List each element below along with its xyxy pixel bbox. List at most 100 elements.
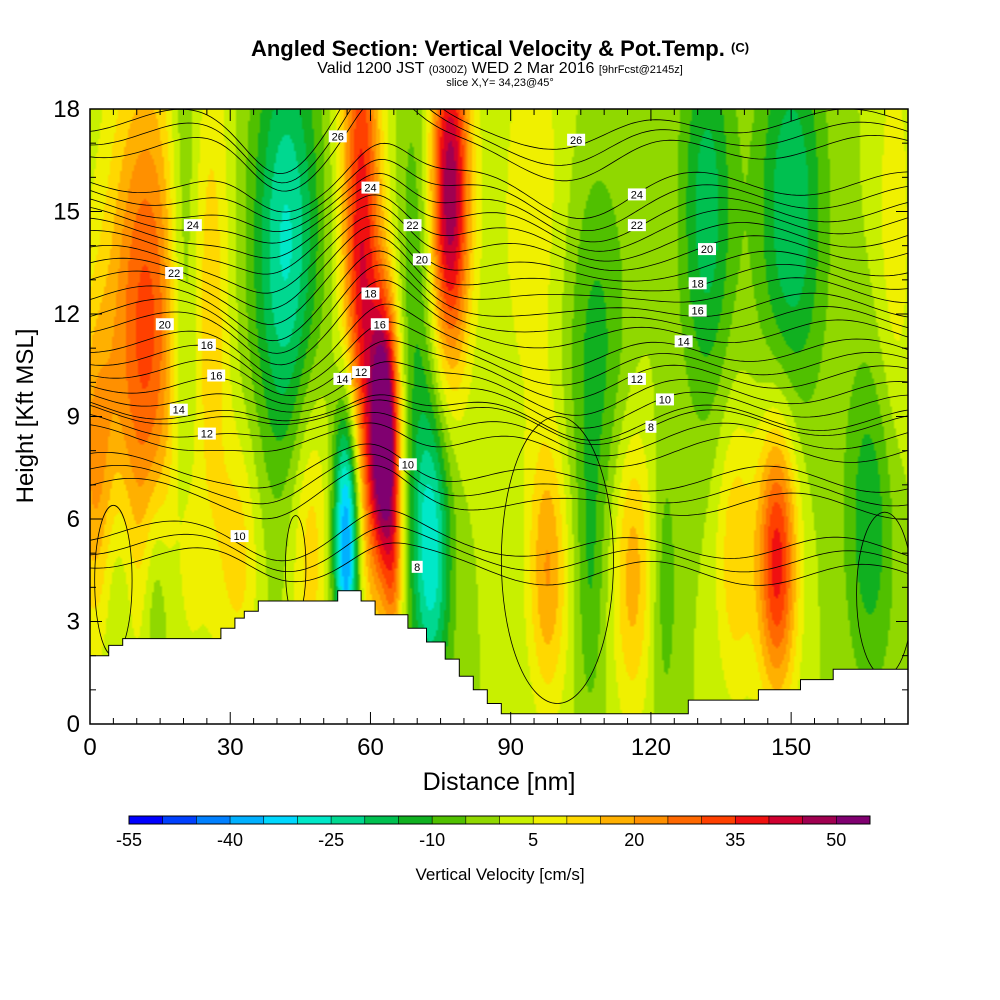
colorbar-swatch bbox=[263, 816, 298, 824]
title-tag: (C) bbox=[731, 40, 750, 55]
contour-label: 16 bbox=[210, 371, 222, 383]
valid-utc: (0300Z) bbox=[428, 64, 468, 76]
contour-label-bg bbox=[674, 335, 693, 348]
contour-label-bg bbox=[370, 318, 389, 331]
isentrope-line bbox=[90, 361, 908, 416]
contour-label-bg bbox=[207, 369, 226, 382]
contour-label-bg bbox=[627, 372, 646, 385]
colorbar-tick-label: 50 bbox=[826, 830, 846, 850]
contour-label: 16 bbox=[374, 319, 386, 331]
colorbar-swatch bbox=[331, 816, 366, 824]
valid-date: WED 2 Mar 2016 bbox=[471, 60, 595, 77]
contour-label-bg bbox=[627, 219, 646, 232]
colorbar-label: Vertical Velocity [cm/s] bbox=[415, 865, 584, 884]
contour-label-bg bbox=[412, 253, 431, 266]
contour-label: 14 bbox=[336, 374, 348, 386]
contour-label-bg bbox=[688, 304, 707, 317]
contour-label: 12 bbox=[631, 374, 643, 386]
colorbar-swatch bbox=[162, 816, 197, 824]
contour-label-bg bbox=[567, 133, 586, 146]
y-tick-label: 15 bbox=[53, 199, 80, 226]
colorbar: -55 -40 -25 -10 5 20 35 50 bbox=[116, 815, 871, 850]
contour-label: 20 bbox=[701, 244, 713, 256]
contour-label: 18 bbox=[692, 278, 704, 290]
contour-label: 10 bbox=[659, 394, 671, 406]
colorbar-swatch bbox=[600, 816, 635, 824]
isentrope-line bbox=[90, 204, 908, 275]
contour-label-bg bbox=[403, 219, 422, 232]
isentrope-line bbox=[90, 194, 908, 262]
isentrope-line bbox=[90, 399, 908, 446]
colorbar-swatch bbox=[634, 816, 669, 824]
contour-label-bg bbox=[165, 267, 184, 279]
y-axis: 0 3 6 9 12 15 18 bbox=[53, 96, 908, 738]
contour-label-bg bbox=[645, 420, 657, 433]
forecast-label: [9hrFcst@2145z] bbox=[598, 64, 683, 76]
contour-label: 16 bbox=[201, 340, 213, 352]
colorbar-swatch bbox=[735, 816, 770, 824]
isentrope-line bbox=[90, 250, 908, 342]
colorbar-swatch bbox=[196, 816, 231, 824]
colorbar-swatch bbox=[768, 816, 804, 824]
isentrope-line bbox=[90, 225, 908, 310]
contour-label-bg bbox=[655, 393, 674, 406]
isentrope-line bbox=[90, 464, 908, 520]
isentrope-line bbox=[90, 509, 908, 562]
colorbar-swatch bbox=[398, 816, 433, 824]
contour-label-bg bbox=[169, 403, 188, 416]
contour-label-bg bbox=[698, 243, 717, 256]
isentrope-line bbox=[90, 321, 908, 388]
colorbar-swatch bbox=[533, 816, 568, 824]
isentrope-line bbox=[90, 279, 908, 366]
contour-label: 24 bbox=[364, 183, 376, 195]
colorbar-swatch bbox=[465, 816, 500, 824]
contour-label: 14 bbox=[173, 405, 185, 417]
colorbar-swatch bbox=[836, 816, 871, 824]
contour-label: 8 bbox=[414, 562, 420, 574]
colorbar-swatch bbox=[499, 816, 534, 824]
contour-label: 20 bbox=[416, 254, 428, 266]
x-tick-label: 90 bbox=[497, 734, 524, 761]
x-tick-label: 0 bbox=[83, 734, 96, 761]
contour-label: 16 bbox=[692, 306, 704, 318]
y-tick-label: 18 bbox=[53, 96, 80, 123]
colorbar-swatch bbox=[364, 816, 399, 824]
contour-label: 8 bbox=[648, 422, 654, 434]
y-axis-label: Height [Kft MSL] bbox=[12, 329, 39, 504]
x-axis-label: Distance [nm] bbox=[423, 768, 576, 796]
y-tick-label: 0 bbox=[67, 711, 80, 738]
contour-label-bg bbox=[352, 366, 371, 379]
x-tick-label: 150 bbox=[771, 734, 811, 761]
x-tick-label: 60 bbox=[357, 734, 384, 761]
colorbar-swatch bbox=[432, 816, 467, 824]
contour-label: 12 bbox=[201, 429, 213, 441]
contour-label: 26 bbox=[332, 131, 344, 143]
colorbar-tick-label: 20 bbox=[624, 830, 644, 850]
isentrope-line bbox=[90, 109, 908, 184]
contour-label: 22 bbox=[168, 268, 180, 280]
contour-label: 26 bbox=[570, 135, 582, 147]
isentrope-line bbox=[90, 236, 908, 325]
isentrope-line bbox=[90, 215, 908, 294]
contour-label: 24 bbox=[187, 220, 199, 232]
y-tick-label: 3 bbox=[67, 609, 80, 636]
contour-label: 22 bbox=[406, 220, 418, 232]
colorbar-swatch bbox=[566, 816, 602, 824]
contour-label: 20 bbox=[159, 319, 171, 331]
x-axis: 0 30 60 90 120 150 bbox=[83, 109, 909, 761]
contour-label-bg bbox=[197, 427, 216, 440]
contour-label: 10 bbox=[402, 459, 414, 471]
colorbar-tick-label: -25 bbox=[318, 830, 344, 850]
contour-labels: 26 24 22 20 18 16 14 12 10 8 24 22 20 16 16 14 12 10 26 24 2… bbox=[155, 130, 717, 574]
isentrope-line bbox=[90, 303, 908, 380]
isentrope-line bbox=[90, 183, 908, 252]
isentrope-line bbox=[90, 264, 908, 354]
contour-label: 24 bbox=[631, 189, 643, 201]
isentrope-line bbox=[90, 394, 908, 441]
contour-label: 18 bbox=[364, 289, 376, 301]
isentrope-line bbox=[90, 339, 908, 401]
contour-label-bg bbox=[361, 181, 380, 194]
terrain-mask bbox=[89, 590, 909, 725]
